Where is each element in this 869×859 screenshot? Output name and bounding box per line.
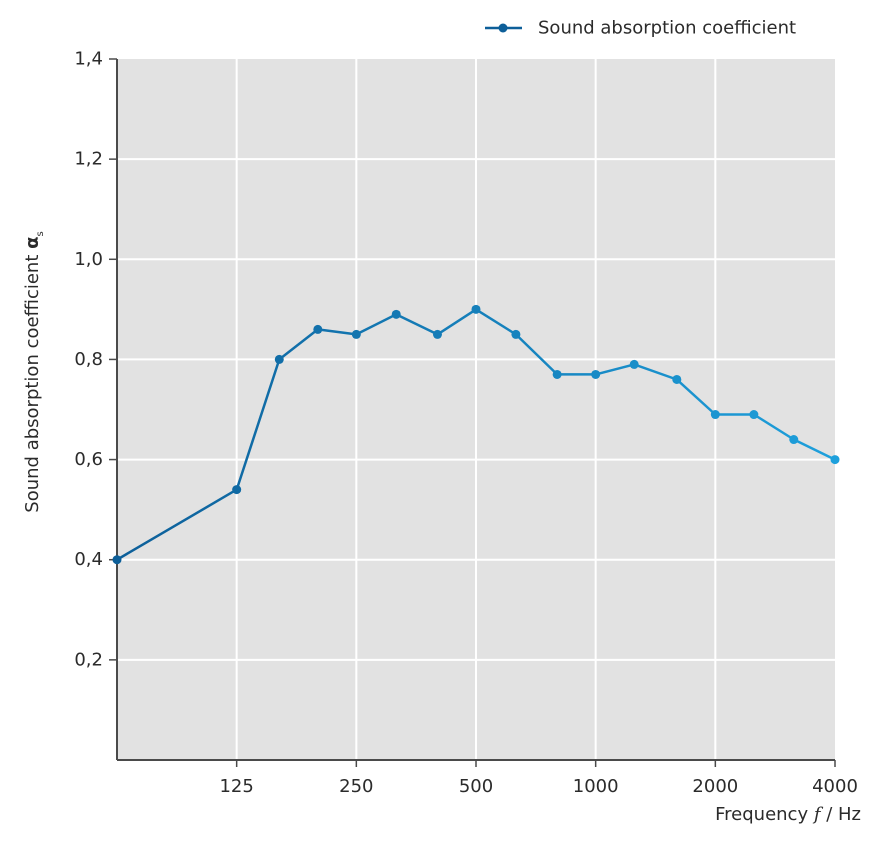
data-point <box>313 324 323 334</box>
y-tick-label: 1,4 <box>74 49 103 70</box>
y-tick-label: 1,2 <box>74 149 103 170</box>
y-tick-label: 0,2 <box>74 649 103 670</box>
x-tick-label: 1000 <box>573 776 619 797</box>
data-point <box>749 410 759 420</box>
y-tick-label: 0,4 <box>74 549 103 570</box>
legend-marker <box>498 23 508 33</box>
y-axis-title: Sound absorption coefficient αs <box>22 231 46 512</box>
data-point <box>432 329 442 339</box>
legend-label: Sound absorption coefficient <box>538 18 796 39</box>
data-point <box>629 359 639 369</box>
data-point <box>471 304 481 314</box>
y-tick-label: 0,8 <box>74 349 103 370</box>
grid-lines <box>117 59 835 760</box>
y-tick-label: 1,0 <box>74 249 103 270</box>
tick-labels: 0,2 0,4 0,6 0,8 1,0 1,2 1,4 125 250 500 1000 2000 40… <box>74 49 858 798</box>
x-tick-label: 250 <box>339 776 373 797</box>
data-point <box>552 369 562 379</box>
y-axis-title-symbol: α <box>22 237 43 249</box>
y-tick-label: 0,6 <box>74 449 103 470</box>
x-tick-label: 500 <box>459 776 493 797</box>
x-tick-label: 4000 <box>812 776 858 797</box>
x-tick-label: 125 <box>219 776 253 797</box>
data-point <box>591 369 601 379</box>
data-point <box>112 555 122 565</box>
data-point <box>830 455 840 465</box>
x-axis-title: Frequency f / Hz <box>715 804 861 825</box>
y-axis-title-subscript: s <box>35 231 46 236</box>
data-point <box>232 485 242 495</box>
data-point <box>351 329 361 339</box>
x-axis-title-prefix: Frequency <box>715 804 814 825</box>
data-point <box>391 309 401 319</box>
data-point <box>274 354 284 364</box>
series-layer <box>112 304 840 565</box>
data-point <box>789 435 799 445</box>
data-point <box>511 329 521 339</box>
legend: Sound absorption coefficient <box>485 18 796 39</box>
x-axis-title-suffix: / Hz <box>821 804 862 825</box>
y-axis-title-text: Sound absorption coefficient <box>22 249 43 513</box>
data-point <box>672 374 682 384</box>
x-tick-label: 2000 <box>692 776 738 797</box>
data-point <box>710 410 720 420</box>
